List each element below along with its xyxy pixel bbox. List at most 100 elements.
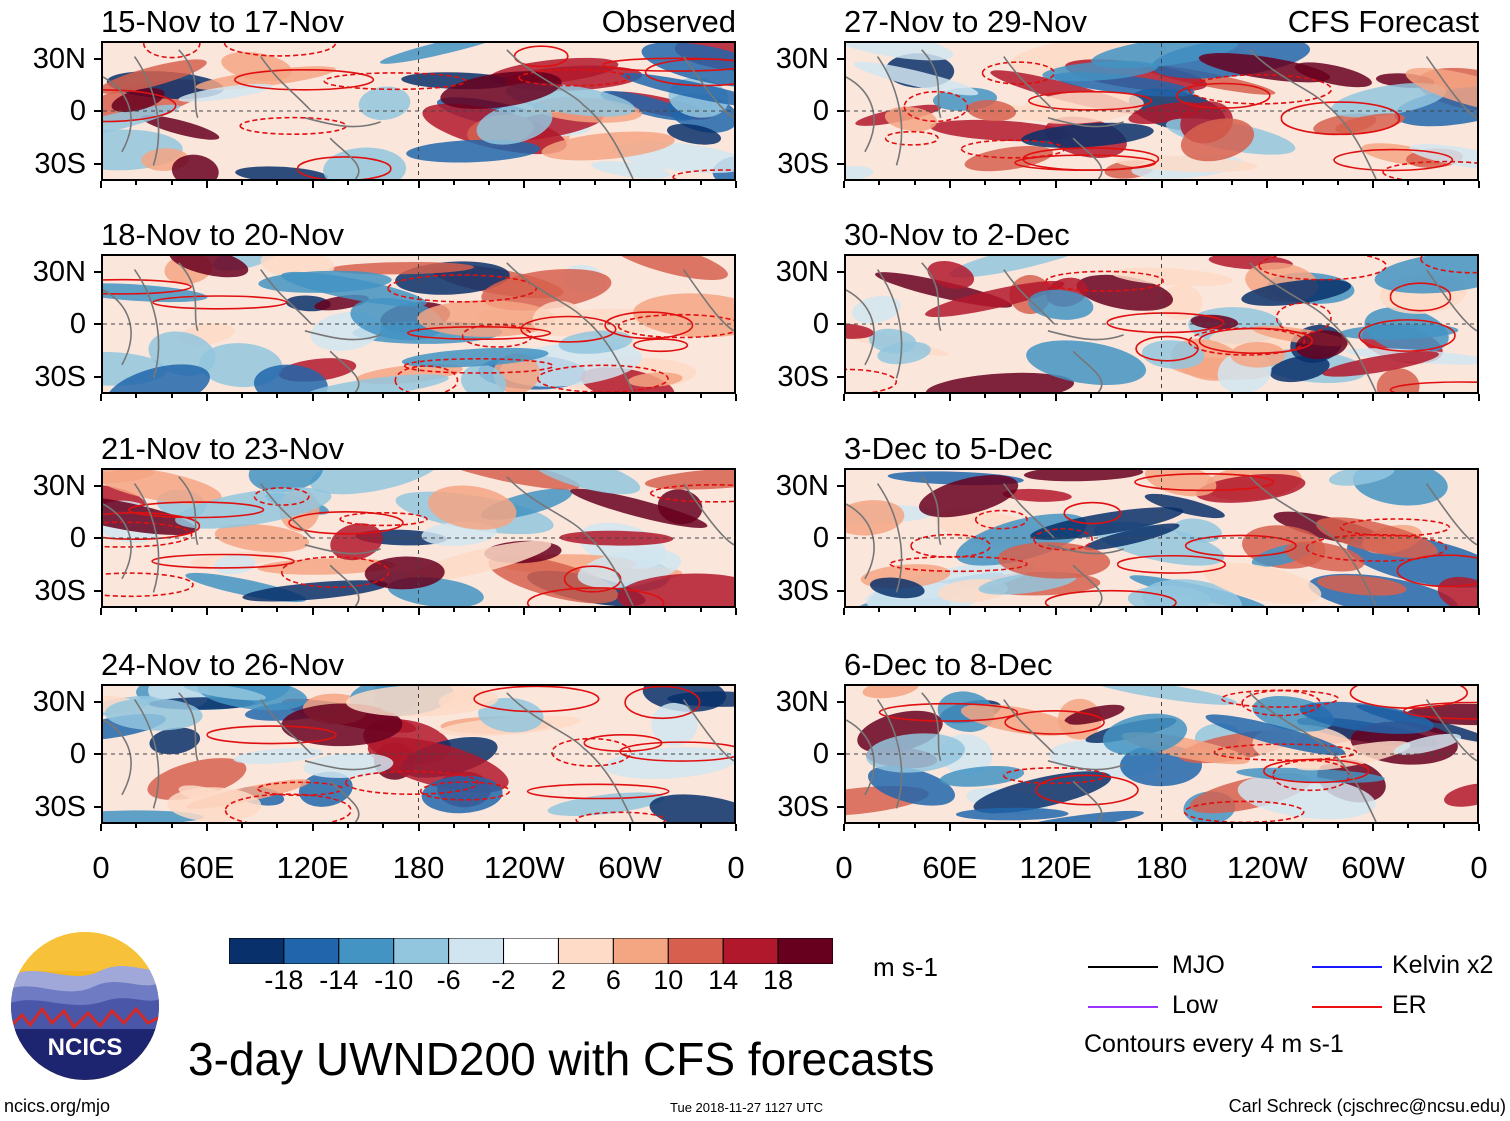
x-tick xyxy=(346,824,349,828)
y-tick-label: 0 xyxy=(812,522,829,554)
panel-title: 15-Nov to 17-Nov xyxy=(101,4,344,39)
coastline xyxy=(103,503,132,580)
er-contour xyxy=(103,278,192,295)
er-contour xyxy=(1106,312,1225,334)
wind-anomaly-region xyxy=(1405,67,1477,115)
x-tick xyxy=(1301,181,1304,185)
y-tick-label: 30N xyxy=(775,255,829,288)
x-tick xyxy=(1442,608,1445,612)
wind-anomaly-region xyxy=(233,747,323,764)
x-tick xyxy=(664,181,667,185)
x-tick xyxy=(276,181,279,185)
wind-anomaly-region xyxy=(103,495,197,535)
wind-anomaly-region xyxy=(1328,470,1395,486)
y-tick xyxy=(837,805,844,808)
y-tick-label: 30N xyxy=(32,469,86,502)
legend-line xyxy=(1312,966,1382,968)
er-contour xyxy=(1188,327,1306,356)
x-tick xyxy=(1372,608,1375,615)
wind-anomaly-region xyxy=(1241,279,1352,306)
er-contour xyxy=(1389,381,1477,392)
x-tick-label: 60W xyxy=(1341,850,1406,885)
er-contour xyxy=(513,45,569,68)
coastline xyxy=(329,350,360,392)
x-tick xyxy=(1160,394,1163,401)
y-tick-label: 30S xyxy=(34,574,86,607)
legend-line xyxy=(1088,1006,1158,1008)
y-tick-label: 30S xyxy=(34,360,86,393)
colorbar-swatches xyxy=(229,938,833,964)
x-tick xyxy=(100,181,102,188)
wind-anomaly-region xyxy=(925,372,1075,392)
x-tick xyxy=(1407,394,1410,398)
x-tick xyxy=(1160,824,1163,831)
wind-anomaly-region xyxy=(1042,60,1158,82)
coastline xyxy=(921,692,942,762)
y-tick xyxy=(94,57,101,60)
er-contour xyxy=(981,61,1055,85)
coastline xyxy=(1425,699,1477,762)
x-tick xyxy=(523,394,526,401)
x-tick xyxy=(1478,824,1480,831)
colorbar-tick-label: -10 xyxy=(374,965,414,995)
wind-anomaly-region xyxy=(925,280,1065,318)
wind-anomaly-region xyxy=(258,270,392,293)
x-tick xyxy=(1336,608,1339,612)
y-tick-label: 30N xyxy=(32,42,86,75)
coastline xyxy=(304,544,381,555)
site-url[interactable]: ncics.org/mjo xyxy=(4,1096,111,1116)
x-tick xyxy=(241,824,244,828)
coastline xyxy=(582,103,634,179)
wind-anomaly-region xyxy=(1237,774,1376,820)
er-contour xyxy=(520,315,617,343)
wind-anomaly-region xyxy=(303,753,394,778)
er-contour xyxy=(253,487,310,506)
er-contour xyxy=(296,156,392,179)
coastline xyxy=(103,719,132,796)
x-tick xyxy=(1442,394,1445,398)
y-tick-label: 30N xyxy=(775,42,829,75)
x-tick xyxy=(664,394,667,398)
wind-anomaly-region xyxy=(1180,118,1255,162)
coastline xyxy=(1425,483,1477,546)
coastline xyxy=(876,483,903,593)
er-contour xyxy=(846,368,898,392)
coastline xyxy=(1003,269,1055,325)
er-contour xyxy=(394,365,459,392)
wind-anomaly-region xyxy=(852,295,901,324)
x-tick xyxy=(100,608,102,615)
colorbar-tick-label: -2 xyxy=(491,965,516,995)
coastline xyxy=(682,699,734,762)
x-tick xyxy=(135,824,138,828)
coastline xyxy=(1425,269,1477,332)
map-panel xyxy=(101,254,736,394)
y-tick xyxy=(94,537,101,539)
wind-anomaly-region xyxy=(430,470,580,490)
er-contour xyxy=(1382,160,1477,179)
wind-field xyxy=(103,256,734,392)
er-contour xyxy=(617,313,734,339)
wind-anomaly-region xyxy=(1076,274,1174,311)
y-tick xyxy=(94,484,101,487)
er-contour xyxy=(239,116,348,135)
wind-anomaly-region xyxy=(281,703,403,747)
ncics-logo: NCICS xyxy=(10,931,160,1081)
legend-label: Low xyxy=(1172,991,1218,1019)
er-contour xyxy=(602,57,734,72)
map-panel xyxy=(844,684,1479,824)
coastline xyxy=(1325,103,1377,179)
coastline xyxy=(846,503,875,580)
colorbar-tick-label: -18 xyxy=(264,965,304,995)
coastline xyxy=(1003,699,1055,755)
wind-anomaly-region xyxy=(558,330,633,354)
er-contour xyxy=(1063,501,1122,525)
coastline xyxy=(103,289,132,366)
logo-text: NCICS xyxy=(48,1034,123,1061)
wind-anomaly-region xyxy=(547,792,665,816)
coastline xyxy=(1003,483,1055,539)
wind-anomaly-region xyxy=(532,300,582,336)
map-panel xyxy=(844,254,1479,394)
colorbar-swatch xyxy=(448,938,505,964)
wind-anomaly-region xyxy=(427,485,517,530)
panel-source-label: Observed xyxy=(601,4,736,39)
